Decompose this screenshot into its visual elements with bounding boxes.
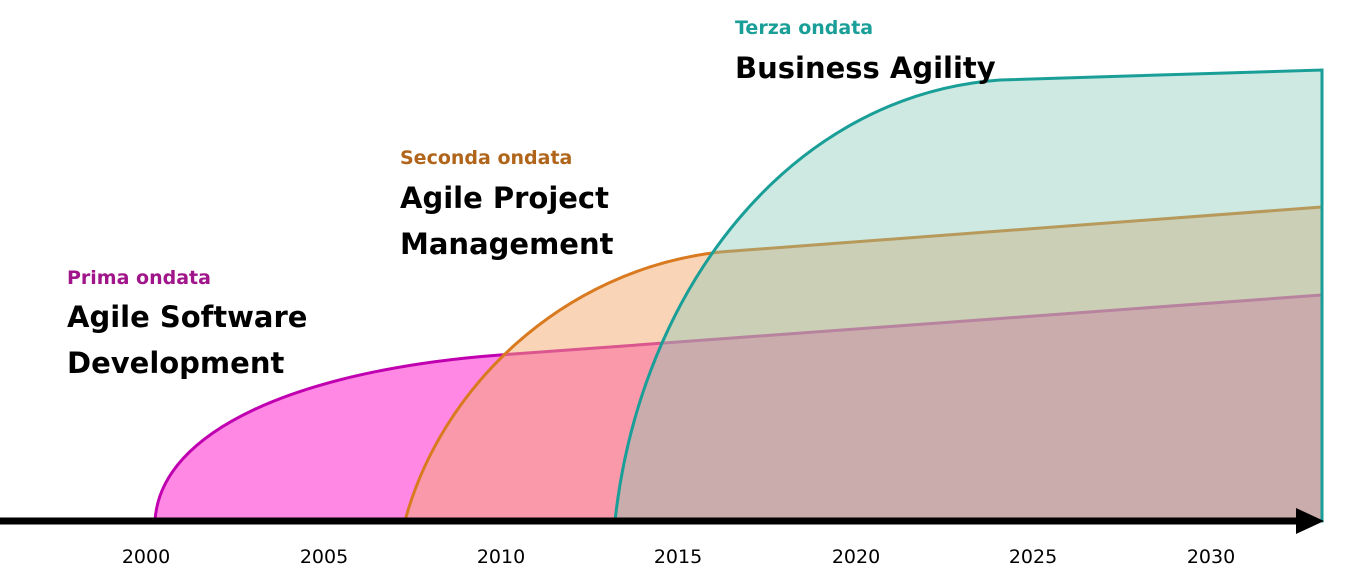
tick-label: 2015: [654, 546, 702, 568]
wave-title: Development: [67, 346, 284, 380]
wave-title: Agile Software: [67, 300, 307, 334]
wave-label: Seconda ondata: [400, 147, 572, 169]
tick-label: 2020: [832, 546, 880, 568]
tick-label: 2025: [1009, 546, 1057, 568]
tick-label: 2030: [1187, 546, 1235, 568]
axis-ticks: 2000 2005 2010 2015 2020 2025 2030: [122, 546, 1235, 568]
tick-label: 2000: [122, 546, 170, 568]
wave-label: Prima ondata: [67, 267, 211, 289]
wave-label: Terza ondata: [735, 17, 873, 39]
wave-title: Management: [400, 227, 614, 261]
wave-title: Business Agility: [735, 51, 996, 85]
tick-label: 2005: [300, 546, 348, 568]
wave-title: Agile Project: [400, 181, 609, 215]
wave-2-area: [403, 205, 1324, 523]
tick-label: 2010: [477, 546, 525, 568]
axis-arrow: [1296, 508, 1324, 534]
wave-3-area: [613, 68, 1324, 523]
